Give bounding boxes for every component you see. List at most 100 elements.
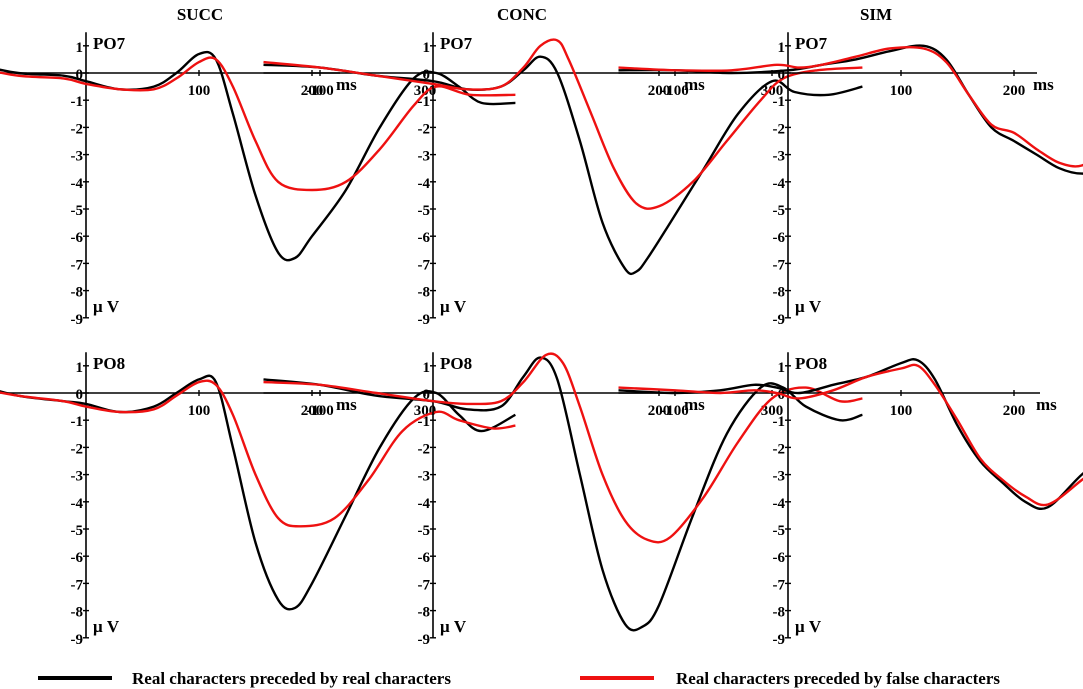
y-tick-label-conc-po8: 0 bbox=[423, 387, 431, 403]
y-tick-label-sim-po8: -9 bbox=[773, 632, 786, 648]
y-tick-label-sim-po7: -7 bbox=[773, 257, 786, 273]
y-tick-label-conc-po8: 1 bbox=[423, 360, 431, 376]
y-tick-label-succ-po8: -6 bbox=[71, 550, 84, 566]
series-line-succ-po8-real-false bbox=[0, 379, 516, 528]
y-tick-label-sim-po8: -6 bbox=[773, 550, 786, 566]
channel-label-conc-po8: PO8 bbox=[440, 354, 472, 373]
x-tick-label-sim-po8: -100 bbox=[661, 403, 689, 419]
y-unit-label-conc-po8: μ V bbox=[440, 617, 467, 636]
y-unit-label-sim-po8: μ V bbox=[795, 617, 822, 636]
y-tick-label-succ-po7: -3 bbox=[71, 149, 84, 165]
y-tick-label-conc-po8: -8 bbox=[418, 605, 431, 621]
channel-label-conc-po7: PO7 bbox=[440, 34, 473, 53]
y-tick-label-conc-po7: -1 bbox=[418, 94, 431, 110]
y-tick-label-conc-po8: -2 bbox=[418, 441, 431, 457]
x-tick-label-conc-po8: 300 bbox=[761, 403, 784, 419]
y-unit-label-sim-po7: μ V bbox=[795, 297, 822, 316]
x-tick-label-conc-po8: 200 bbox=[648, 403, 671, 419]
panel-succ-po8: 1 0 -1 -2 -3 -4 -5 -6 -7 -8 -9 -100 100 200 300 ms PO8 μ … bbox=[0, 352, 516, 648]
x-tick-label-succ-po7: 200 bbox=[301, 83, 324, 99]
x-tick-label-sim-po8: 100 bbox=[890, 403, 913, 419]
legend: Real characters preceded by real charact… bbox=[38, 669, 1000, 688]
y-tick-label-succ-po7: 1 bbox=[76, 40, 84, 56]
channel-label-succ-po8: PO8 bbox=[93, 354, 125, 373]
y-tick-label-succ-po7: -1 bbox=[71, 94, 84, 110]
y-tick-label-sim-po7: -8 bbox=[773, 285, 786, 301]
y-tick-label-conc-po7: -3 bbox=[418, 149, 431, 165]
y-tick-label-succ-po7: -5 bbox=[71, 203, 84, 219]
y-tick-label-conc-po7: -7 bbox=[418, 257, 431, 273]
y-tick-label-sim-po7: -3 bbox=[773, 149, 786, 165]
y-tick-label-conc-po8: -7 bbox=[418, 577, 431, 593]
y-tick-label-sim-po8: -3 bbox=[773, 469, 786, 485]
y-tick-label-sim-po8: -4 bbox=[773, 496, 786, 512]
y-tick-label-conc-po8: -3 bbox=[418, 469, 431, 485]
y-unit-label-succ-po7: μ V bbox=[93, 297, 120, 316]
series-line-succ-po7-real-real bbox=[0, 50, 516, 262]
y-tick-label-sim-po8: -5 bbox=[773, 523, 786, 539]
x-unit-label-conc-po7: ms bbox=[684, 75, 705, 94]
y-tick-label-succ-po7: -7 bbox=[71, 257, 84, 273]
panel-succ-po7: 1 0 -1 -2 -3 -4 -5 -6 -7 -8 -9 -100 100 200 300 ms PO7 μ … bbox=[0, 32, 516, 328]
x-tick-label-conc-po8: -100 bbox=[306, 403, 334, 419]
y-tick-label-succ-po8: -2 bbox=[71, 441, 84, 457]
y-tick-label-sim-po7: -5 bbox=[773, 203, 786, 219]
y-tick-label-sim-po8: -2 bbox=[773, 441, 786, 457]
x-tick-label-succ-po8: 100 bbox=[188, 403, 211, 419]
y-tick-label-sim-po7: -6 bbox=[773, 230, 786, 246]
y-tick-label-succ-po8: 0 bbox=[76, 387, 84, 403]
y-tick-label-conc-po7: -9 bbox=[418, 312, 431, 328]
series-line-sim-po8-real-real bbox=[618, 358, 1083, 511]
x-tick-label-conc-po7: -100 bbox=[306, 83, 334, 99]
y-tick-label-succ-po7: -6 bbox=[71, 230, 84, 246]
series-line-sim-po8-real-false bbox=[618, 363, 1083, 507]
channel-label-sim-po8: PO8 bbox=[795, 354, 827, 373]
column-title-conc: CONC bbox=[497, 5, 547, 24]
y-tick-label-succ-po7: -9 bbox=[71, 312, 84, 328]
x-tick-label-succ-po8: 300 bbox=[414, 403, 437, 419]
y-tick-label-succ-po8: 1 bbox=[76, 360, 84, 376]
y-tick-label-sim-po7: -4 bbox=[773, 176, 786, 192]
series-line-sim-po7-real-real bbox=[618, 44, 1083, 175]
y-tick-label-succ-po8: -9 bbox=[71, 632, 84, 648]
y-tick-label-sim-po7: -9 bbox=[773, 312, 786, 328]
y-tick-label-succ-po7: -4 bbox=[71, 176, 84, 192]
y-tick-label-conc-po7: 0 bbox=[423, 67, 431, 83]
y-tick-label-succ-po7: 0 bbox=[76, 67, 84, 83]
y-tick-label-conc-po8: -1 bbox=[418, 414, 431, 430]
y-tick-label-conc-po7: 1 bbox=[423, 40, 431, 56]
y-tick-label-sim-po7: -2 bbox=[773, 121, 786, 137]
channel-label-sim-po7: PO7 bbox=[795, 34, 828, 53]
y-tick-label-sim-po8: -1 bbox=[773, 414, 786, 430]
x-tick-label-conc-po7: 200 bbox=[648, 83, 671, 99]
y-tick-label-succ-po8: -1 bbox=[71, 414, 84, 430]
y-tick-label-conc-po7: -2 bbox=[418, 121, 431, 137]
x-unit-label-succ-po8: ms bbox=[336, 395, 357, 414]
y-tick-label-sim-po7: 1 bbox=[778, 40, 786, 56]
y-tick-label-sim-po8: -8 bbox=[773, 605, 786, 621]
y-unit-label-succ-po8: μ V bbox=[93, 617, 120, 636]
series-line-succ-po7-real-false bbox=[0, 56, 516, 192]
x-unit-label-succ-po7: ms bbox=[336, 75, 357, 94]
y-tick-label-succ-po8: -7 bbox=[71, 577, 84, 593]
x-tick-label-succ-po7: 300 bbox=[414, 83, 437, 99]
x-tick-label-sim-po8: 200 bbox=[1003, 403, 1026, 419]
y-unit-label-conc-po7: μ V bbox=[440, 297, 467, 316]
x-tick-label-succ-po7: 100 bbox=[188, 83, 211, 99]
x-tick-label-sim-po7: 100 bbox=[890, 83, 913, 99]
y-tick-label-succ-po8: -4 bbox=[71, 496, 84, 512]
x-tick-label-succ-po8: 200 bbox=[301, 403, 324, 419]
legend-label-real-real: Real characters preceded by real charact… bbox=[132, 669, 451, 688]
channel-label-succ-po7: PO7 bbox=[93, 34, 126, 53]
series-line-conc-po7-real-false bbox=[263, 38, 863, 210]
panel-sim-po7: 10-1-2-3-4-5-6-7-8-9-100100200300msPO7μ … bbox=[618, 32, 1083, 328]
x-unit-label-sim-po8: ms bbox=[1036, 395, 1057, 414]
series-line-sim-po7-real-false bbox=[618, 45, 1083, 168]
y-tick-label-conc-po8: -5 bbox=[418, 523, 431, 539]
series-line-succ-po8-real-real bbox=[0, 374, 516, 611]
y-tick-label-succ-po8: -5 bbox=[71, 523, 84, 539]
y-tick-label-conc-po7: -8 bbox=[418, 285, 431, 301]
